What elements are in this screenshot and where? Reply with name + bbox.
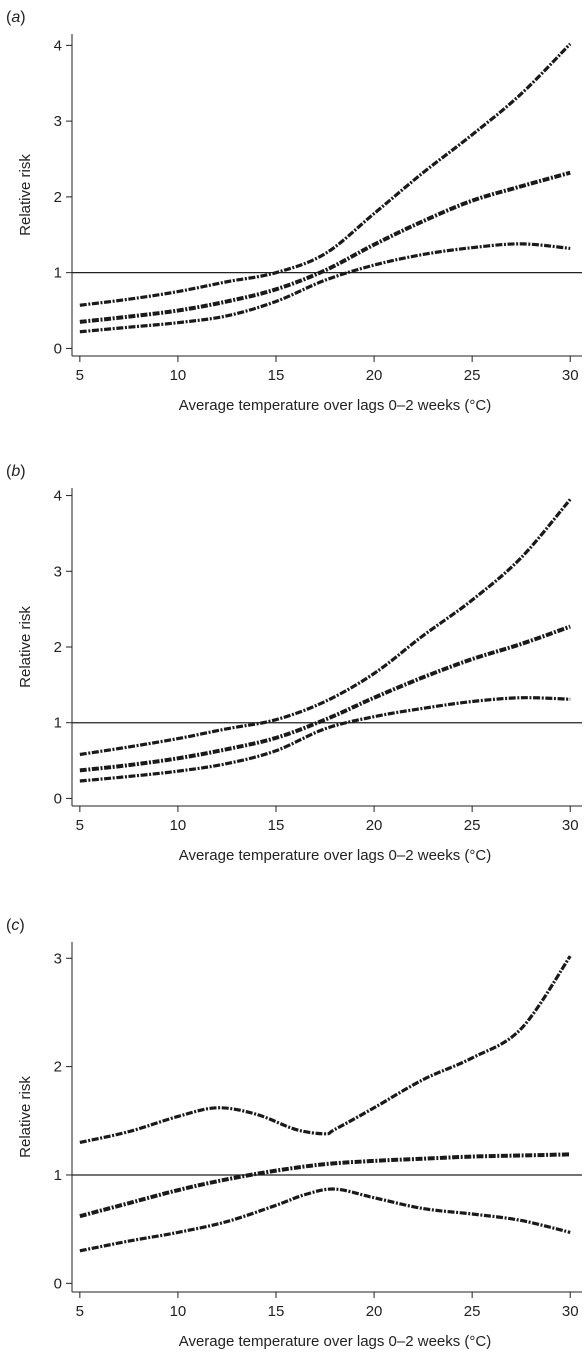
x-tick-label: 20	[366, 817, 383, 834]
x-axis-title: Average temperature over lags 0–2 weeks …	[179, 1333, 492, 1350]
series-line-lower	[79, 1187, 571, 1253]
x-tick-label: 20	[366, 367, 383, 384]
y-tick-label: 0	[54, 790, 62, 807]
y-tick-label: 1	[54, 1167, 62, 1184]
series-line-estimate	[79, 1152, 571, 1219]
x-tick-label: 15	[268, 367, 285, 384]
panel-label: (a)	[6, 9, 26, 26]
y-tick-label: 1	[54, 265, 62, 282]
x-tick-label: 25	[464, 1303, 481, 1320]
series-line-lower	[79, 242, 571, 334]
y-tick-label: 4	[54, 37, 62, 54]
x-axis-title: Average temperature over lags 0–2 weeks …	[179, 397, 492, 414]
x-tick-label: 10	[170, 817, 187, 834]
y-tick-label: 3	[54, 113, 62, 130]
x-axis-title: Average temperature over lags 0–2 weeks …	[179, 847, 492, 864]
x-tick-label: 10	[170, 1303, 187, 1320]
x-tick-label: 15	[268, 1303, 285, 1320]
y-tick-label: 3	[54, 563, 62, 580]
panel-letter: a	[11, 9, 20, 26]
x-tick-label: 25	[464, 817, 481, 834]
x-tick-label: 25	[464, 367, 481, 384]
panel-c: (c) 0 1 2 3 5 10 15 20 25 30 Average temperature ov…	[6, 917, 582, 1350]
y-tick-label: 3	[54, 950, 62, 967]
series-line-lower	[79, 696, 571, 783]
x-tick-label: 20	[366, 1303, 383, 1320]
y-tick-label: 1	[54, 715, 62, 732]
series-line-upper	[79, 498, 572, 757]
x-tick-label: 10	[170, 367, 187, 384]
panel-label: (b)	[6, 463, 26, 480]
y-tick-label: 2	[54, 1059, 62, 1076]
x-tick-label: 30	[562, 367, 579, 384]
series-line-upper	[79, 955, 572, 1145]
x-tick-label: 5	[76, 367, 84, 384]
panel-label: (c)	[6, 917, 25, 934]
x-tick-label: 30	[562, 1303, 579, 1320]
y-axis-title: Relative risk	[17, 606, 34, 688]
y-tick-label: 2	[54, 639, 62, 656]
panel-a: (a) 0 1 2 3 4 5 10 15 20 25 30 Average temperature o…	[6, 9, 582, 414]
x-tick-label: 5	[76, 1303, 84, 1320]
panel-letter: c	[11, 917, 19, 934]
y-axis-title: Relative risk	[17, 154, 34, 236]
y-tick-label: 0	[54, 1275, 62, 1292]
x-tick-label: 30	[562, 817, 579, 834]
x-tick-label: 15	[268, 817, 285, 834]
panel-letter: b	[11, 463, 20, 480]
series-line-upper	[79, 42, 572, 307]
x-tick-label: 5	[76, 817, 84, 834]
panel-b: (b) 0 1 2 3 4 5 10 15 20 25 30 Average temperature o…	[6, 463, 582, 864]
y-tick-label: 4	[54, 488, 62, 505]
series-line-estimate	[79, 170, 571, 324]
y-axis-title: Relative risk	[17, 1076, 34, 1158]
y-tick-label: 2	[54, 189, 62, 206]
y-tick-label: 0	[54, 340, 62, 357]
